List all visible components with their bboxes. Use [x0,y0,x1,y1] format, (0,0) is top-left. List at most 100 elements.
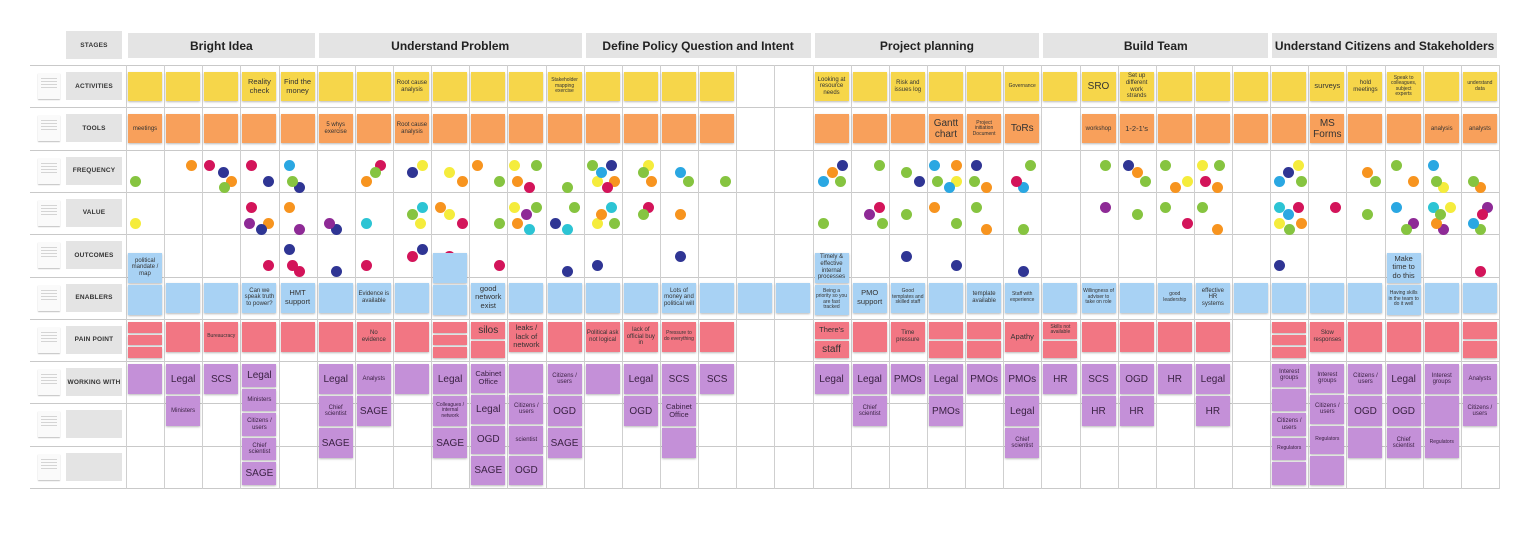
frequency-vote-dot-navy[interactable] [836,159,848,171]
pain-point-note[interactable] [1272,321,1307,333]
activity-note[interactable] [204,72,239,101]
value-vote-dot-orange[interactable] [928,201,940,213]
value-vote-dot-yellow[interactable] [1444,201,1456,213]
frequency-vote-dot-green[interactable] [1467,175,1479,187]
enabler-note[interactable]: good network exist [471,282,506,313]
working-with-note[interactable]: SCS [204,364,239,395]
working-with-note[interactable] [1272,462,1307,485]
value-vote-dot-orange[interactable] [1296,217,1308,229]
value-vote-dot-magenta[interactable] [1181,217,1193,229]
pain-point-note[interactable]: lack of official buy in [623,321,658,352]
working-with-note[interactable] [128,364,162,395]
value-vote-dot-green[interactable] [494,217,506,229]
value-vote-dot-green[interactable] [637,208,649,220]
working-with-note[interactable]: OGD [1119,364,1154,395]
enabler-note[interactable]: HMT support [280,282,315,313]
working-with-note[interactable]: Chief scientist [242,437,277,461]
tool-note[interactable]: meetings [128,114,162,144]
working-with-note[interactable]: Legal [814,364,849,395]
working-with-note[interactable]: SCS [661,364,696,395]
pain-point-note[interactable] [1195,321,1230,352]
enabler-note[interactable] [509,282,544,313]
activity-note[interactable]: hold meetings [1348,72,1383,101]
enabler-note[interactable]: political mandate / map [128,252,162,283]
frequency-vote-dot-navy[interactable] [1122,159,1134,171]
enabler-note[interactable]: template available [967,282,1002,313]
frequency-vote-dot-navy[interactable] [1283,166,1295,178]
tool-note[interactable] [280,114,315,144]
activity-note[interactable] [623,72,658,101]
frequency-vote-dot-magenta[interactable] [1011,175,1023,187]
working-with-note[interactable] [1272,388,1307,412]
outcomes-vote-dot-magenta[interactable] [494,260,506,272]
frequency-vote-dot-green[interactable] [1139,175,1151,187]
frequency-vote-dot-orange[interactable] [512,175,524,187]
tool-note[interactable] [1272,114,1307,144]
value-vote-dot-green[interactable] [1159,201,1171,213]
working-with-note[interactable]: Chief scientist [852,396,887,427]
working-with-note[interactable]: Chief scientist [1386,428,1421,459]
pain-point-note[interactable] [128,334,162,346]
frequency-vote-dot-green[interactable] [286,175,298,187]
value-vote-dot-green[interactable] [1196,201,1208,213]
enabler-note[interactable]: Staff with experience [1005,282,1040,313]
working-with-note[interactable]: PMOs [928,396,963,427]
working-with-note[interactable]: Citizens / users [242,413,277,436]
working-with-note[interactable] [1348,428,1383,459]
working-with-note[interactable]: Ministers [242,388,277,412]
tool-note[interactable] [852,114,887,144]
value-vote-dot-orange[interactable] [263,217,275,229]
activity-note[interactable]: surveys [1310,72,1345,101]
frequency-vote-dot-green[interactable] [1159,159,1171,171]
tool-note[interactable] [433,114,468,144]
frequency-vote-dot-blue[interactable] [1018,181,1030,193]
pain-point-note[interactable] [1462,340,1497,359]
pain-point-note[interactable] [1348,321,1383,352]
tool-note[interactable] [585,114,620,144]
frequency-vote-dot-green[interactable] [369,166,381,178]
tool-note[interactable] [1234,114,1269,144]
working-with-note[interactable]: OGD [623,396,658,427]
value-vote-dot-cyan[interactable] [605,201,617,213]
working-with-note[interactable] [1310,456,1345,485]
working-with-note[interactable]: PMOs [890,364,925,395]
value-vote-dot-navy[interactable] [330,223,342,235]
working-with-note[interactable]: Legal [1195,364,1230,395]
pain-point-note[interactable] [1424,321,1459,352]
activity-note[interactable] [128,72,162,101]
frequency-vote-dot-yellow[interactable] [416,159,428,171]
frequency-vote-dot-green[interactable] [1296,175,1308,187]
activity-note[interactable] [1195,72,1230,101]
enabler-note[interactable]: Lots of money and political will [661,282,696,313]
activity-note[interactable]: Governance [1005,72,1040,101]
activity-note[interactable] [1424,72,1459,101]
value-vote-dot-purple[interactable] [293,223,305,235]
working-with-note[interactable]: HR [1119,396,1154,427]
activity-note[interactable] [509,72,544,101]
working-with-note[interactable]: Interest groups [1424,364,1459,395]
working-with-note[interactable]: Citizens / users [509,394,544,424]
outcomes-vote-dot-navy[interactable] [591,260,603,272]
frequency-vote-dot-orange[interactable] [645,175,657,187]
working-with-note[interactable]: Cabinet Office [661,396,696,427]
tool-note[interactable]: MS Forms [1310,114,1345,144]
value-vote-dot-green[interactable] [1362,208,1374,220]
frequency-vote-dot-yellow[interactable] [509,159,521,171]
frequency-vote-dot-yellow[interactable] [950,175,962,187]
pain-point-note[interactable] [1272,334,1307,346]
frequency-vote-dot-orange[interactable] [1407,175,1419,187]
tool-note[interactable] [242,114,277,144]
working-with-note[interactable]: SAGE [318,428,353,459]
frequency-vote-dot-magenta[interactable] [204,159,216,171]
outcomes-vote-dot-navy[interactable] [950,260,962,272]
outcomes-vote-dot-magenta[interactable] [286,260,298,272]
frequency-vote-dot-orange[interactable] [457,175,469,187]
frequency-vote-dot-navy[interactable] [293,181,305,193]
tool-note[interactable] [166,114,201,144]
frequency-vote-dot-blue[interactable] [943,181,955,193]
tool-note[interactable] [623,114,658,144]
pain-point-note[interactable]: Bureaucracy [204,321,239,352]
outcomes-vote-dot-magenta[interactable] [263,260,275,272]
enabler-note[interactable] [1424,282,1459,313]
value-vote-dot-magenta[interactable] [1476,208,1488,220]
